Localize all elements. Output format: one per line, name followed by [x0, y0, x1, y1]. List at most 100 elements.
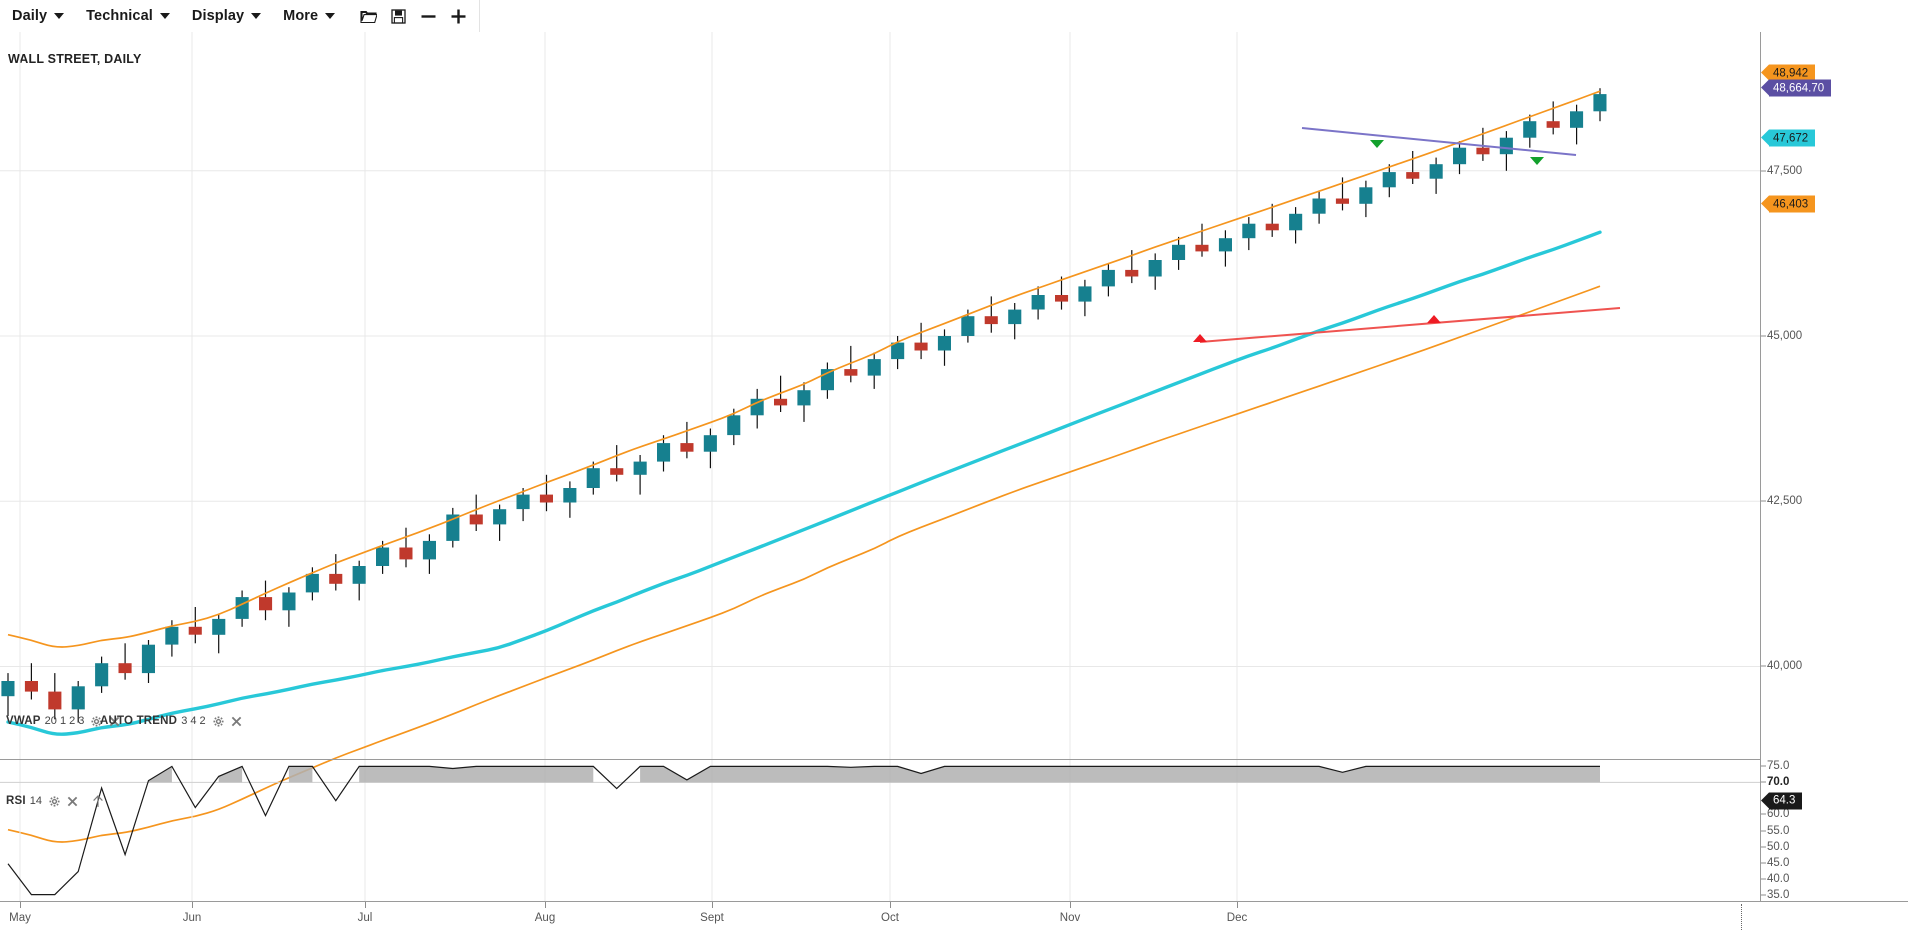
- candle-body: [1406, 172, 1420, 179]
- gear-icon[interactable]: [49, 795, 60, 807]
- candle-body: [282, 592, 296, 611]
- time-tick-mark: [365, 902, 366, 908]
- time-axis-label: Aug: [534, 912, 556, 924]
- axis-tick-mark: [1761, 830, 1766, 831]
- auto-trend-indicator-legend[interactable]: AUTO TREND 3 4 2: [100, 715, 242, 727]
- candle-body: [1055, 295, 1069, 302]
- candle-body: [633, 461, 647, 475]
- candle-body: [422, 540, 436, 560]
- rsi-overbought-fill: [640, 766, 1600, 783]
- axis-tick-mark: [1761, 846, 1766, 848]
- rsi-chart-canvas: [0, 760, 1760, 901]
- toolbar-divider: [479, 0, 481, 32]
- time-tick-mark: [1070, 902, 1071, 908]
- candle-body: [774, 398, 788, 406]
- vwap-legend-params: 20 1 2 3: [44, 715, 85, 727]
- close-icon[interactable]: [67, 796, 78, 807]
- candle-body: [1359, 187, 1373, 204]
- candle-body: [1289, 213, 1303, 231]
- candle-body: [1031, 295, 1045, 310]
- price-axis[interactable]: 47,500 45,000 42,500 40,000 75.0 70.0 60.0 55.0…: [1760, 32, 1908, 901]
- candle-body: [1195, 244, 1209, 252]
- time-axis-label: May: [9, 912, 31, 924]
- page-title: WALL STREET, DAILY: [8, 52, 142, 66]
- close-icon[interactable]: [231, 716, 242, 727]
- rsi-pane[interactable]: [0, 760, 1760, 901]
- price-axis-label: 42,500: [1767, 495, 1803, 508]
- toolbar: Daily Technical Display More: [0, 0, 1908, 33]
- trendline-price-tag[interactable]: 48,664.70: [1761, 79, 1832, 97]
- rsi-axis-label: 70.0: [1767, 776, 1790, 789]
- axis-tick-mark: [1761, 878, 1766, 880]
- candle-body: [984, 316, 998, 325]
- technical-menu[interactable]: Technical: [74, 0, 180, 32]
- chevron-down-icon: [159, 13, 170, 19]
- current-time-marker: [1741, 904, 1743, 930]
- rsi-overbought-fill: [288, 766, 313, 783]
- rsi-indicator-legend[interactable]: RSI 14: [6, 794, 106, 808]
- more-menu-label: More: [283, 8, 319, 24]
- candle-body: [680, 443, 694, 452]
- more-menu[interactable]: More: [271, 0, 345, 32]
- candle-body: [212, 618, 226, 635]
- candle-body: [71, 686, 85, 710]
- zoom-out-icon[interactable]: [413, 0, 443, 32]
- save-icon[interactable]: [383, 0, 413, 32]
- folder-open-icon[interactable]: [353, 0, 383, 32]
- vwap-mid-tag[interactable]: 47,672: [1761, 129, 1816, 147]
- display-menu[interactable]: Display: [180, 0, 271, 32]
- chevron-down-icon: [54, 13, 65, 19]
- rsi-axis-label: 40.0: [1767, 872, 1790, 885]
- rsi-overbought-fill: [359, 766, 594, 783]
- candle-body: [914, 342, 928, 351]
- chevron-down-icon: [325, 13, 336, 19]
- price-pane[interactable]: WALL STREET, DAILY VWAP 20 1 2 3 AUTO TR…: [0, 32, 1760, 843]
- auto-trend-legend-params: 3 4 2: [181, 715, 206, 727]
- candle-body: [1593, 94, 1607, 112]
- vwap-lower-band: [7, 285, 1601, 843]
- vwap-upper-tag[interactable]: 48,942: [1761, 64, 1816, 82]
- price-axis-label: 40,000: [1767, 660, 1803, 673]
- vwap-indicator-legend[interactable]: VWAP 20 1 2 3: [6, 715, 120, 727]
- pane-divider[interactable]: [0, 759, 1760, 760]
- candle-body: [376, 547, 390, 566]
- candle-body: [1570, 111, 1584, 128]
- price-axis-label: 47,500: [1767, 164, 1803, 177]
- chart-frame: WALL STREET, DAILY VWAP 20 1 2 3 AUTO TR…: [0, 32, 1908, 933]
- vwap-lower-tag[interactable]: 46,403: [1761, 195, 1816, 213]
- rsi-current-value-tag[interactable]: 64.3: [1761, 792, 1803, 810]
- candle-body: [1476, 147, 1490, 155]
- candle-body: [1265, 223, 1279, 231]
- candle-body: [1125, 269, 1139, 277]
- candle-body: [1242, 223, 1256, 239]
- candle-body: [48, 691, 62, 710]
- axis-tick-mark: [1761, 500, 1766, 502]
- candle-body: [727, 415, 741, 436]
- gear-icon[interactable]: [91, 715, 102, 727]
- candle-body: [1008, 309, 1022, 325]
- candle-body: [165, 626, 179, 645]
- candle-body: [24, 681, 38, 692]
- gear-icon[interactable]: [213, 715, 224, 727]
- candle-body: [657, 443, 671, 462]
- auto-trend-resistance-line: [1301, 127, 1577, 156]
- timeframe-menu[interactable]: Daily: [0, 0, 74, 32]
- candle-body: [1546, 121, 1560, 128]
- plot-area[interactable]: WALL STREET, DAILY VWAP 20 1 2 3 AUTO TR…: [0, 32, 1760, 901]
- move-up-icon[interactable]: [90, 794, 106, 808]
- candle-body: [1148, 260, 1162, 277]
- candle-body: [469, 514, 483, 525]
- zoom-in-icon[interactable]: [443, 0, 473, 32]
- axis-tick-mark: [1761, 862, 1766, 864]
- time-axis[interactable]: May Jun Jul Aug Sept Oct Nov Dec: [0, 901, 1908, 934]
- time-tick-mark: [20, 902, 21, 908]
- candle-body: [1312, 198, 1326, 214]
- time-tick-mark: [1237, 902, 1238, 908]
- candle-body: [1172, 244, 1186, 260]
- candle-body: [1429, 164, 1443, 179]
- vwap-upper-band: [7, 90, 1601, 648]
- rsi-axis-label: 35.0: [1767, 888, 1790, 901]
- close-icon[interactable]: [109, 716, 120, 727]
- axis-tick-mark: [1761, 335, 1766, 337]
- rsi-axis-label: 55.0: [1767, 824, 1790, 837]
